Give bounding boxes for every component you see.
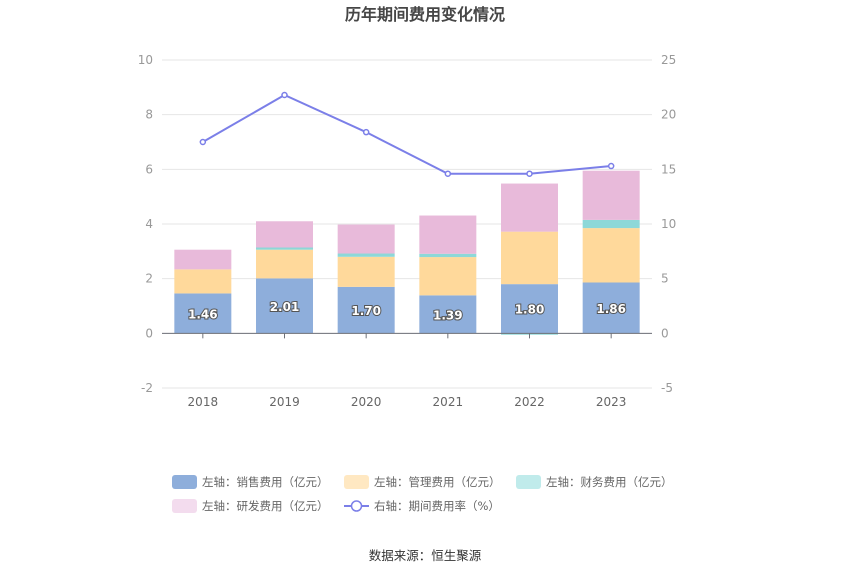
bar-segment: [501, 183, 558, 232]
bar-segment: [501, 284, 558, 334]
category-label: 2023: [596, 395, 627, 409]
left-tick-label: -2: [141, 381, 153, 395]
legend-swatch: [172, 499, 197, 513]
bar-data-label: 1.39: [433, 308, 463, 322]
data-source: 数据来源：恒生聚源: [369, 548, 482, 563]
bar-segment: [337, 286, 395, 334]
legend-label: 左轴：销售费用（亿元）: [202, 475, 329, 489]
bar-segment: [256, 249, 313, 279]
legend-swatch: [172, 475, 197, 489]
bar-segment: [501, 231, 558, 285]
right-tick-label: -5: [661, 381, 673, 395]
bar-data-label: 1.80: [515, 303, 545, 317]
right-tick-label: 25: [661, 53, 676, 67]
x-axis: 2018 2019 2020 2021 2022 2023: [162, 332, 652, 409]
rate-line-path: [202, 93, 612, 175]
rate-point: [607, 162, 615, 170]
bar-segment: [174, 249, 232, 270]
right-tick-label: 15: [661, 162, 676, 176]
right-tick-label: 20: [661, 108, 676, 122]
bar-data-label: 1.46: [188, 307, 218, 321]
rate-point: [444, 170, 452, 177]
category-label: 2019: [269, 395, 300, 409]
left-tick-label: 4: [145, 217, 153, 231]
bar-segment: [256, 278, 313, 334]
bar-segment: [256, 221, 313, 248]
category-label: 2021: [433, 395, 464, 409]
left-tick-label: 2: [145, 272, 153, 286]
category-label: 2020: [351, 395, 382, 409]
left-tick-label: 6: [145, 162, 153, 176]
category-label: 2022: [514, 395, 545, 409]
left-tick-label: 0: [145, 326, 153, 340]
left-axis-ticks: -2 0 2 4 6 8 10: [138, 53, 153, 395]
legend-marker-icon: [350, 500, 363, 512]
legend-label: 右轴：期间费用率（%）: [374, 499, 500, 513]
bar-segment: [582, 170, 640, 220]
bar-segment: [174, 269, 232, 294]
bar-segment: [419, 257, 477, 296]
left-tick-label: 8: [145, 108, 153, 122]
rate-line: [199, 91, 615, 177]
rate-point: [362, 128, 370, 136]
bar-segment: [419, 253, 477, 258]
bar-segment: [256, 247, 313, 250]
rate-point: [281, 91, 288, 99]
legend-label: 左轴：财务费用（亿元）: [546, 475, 673, 489]
bar-segment: [582, 219, 640, 229]
legend-swatch: [344, 475, 369, 489]
bar-segment: [582, 282, 640, 334]
bar-segment: [174, 293, 232, 334]
chart-title: 历年期间费用变化情况: [345, 5, 505, 24]
legend[interactable]: 左轴：销售费用（亿元） 左轴：管理费用（亿元） 左轴：财务费用（亿元） 左轴：研发费用…: [172, 475, 673, 513]
bar-segment: [419, 215, 477, 254]
rate-point: [526, 170, 533, 177]
legend-label: 左轴：管理费用（亿元）: [374, 475, 501, 489]
rate-point: [199, 138, 207, 146]
legend-swatch: [516, 475, 541, 489]
bars: 1.46 2.01 1.70 1.39 1.80 1.86: [174, 170, 640, 335]
bar-segment: [337, 256, 395, 287]
right-axis-ticks: -5 0 5 10 15 20 25: [661, 53, 676, 395]
bar-data-label: 2.01: [270, 300, 300, 314]
legend-label: 左轴：研发费用（亿元）: [202, 499, 329, 513]
right-tick-label: 5: [661, 272, 669, 286]
category-label: 2018: [188, 395, 219, 409]
grid: [162, 59, 652, 389]
bar-segment: [337, 253, 395, 257]
bar-segment: [419, 295, 477, 334]
bar-data-label: 1.70: [351, 304, 381, 318]
right-tick-label: 0: [661, 326, 669, 340]
left-tick-label: 10: [138, 53, 153, 67]
right-tick-label: 10: [661, 217, 676, 231]
bar-data-label: 1.86: [596, 302, 626, 316]
bar-segment: [582, 228, 640, 283]
bar-segment: [337, 224, 395, 254]
